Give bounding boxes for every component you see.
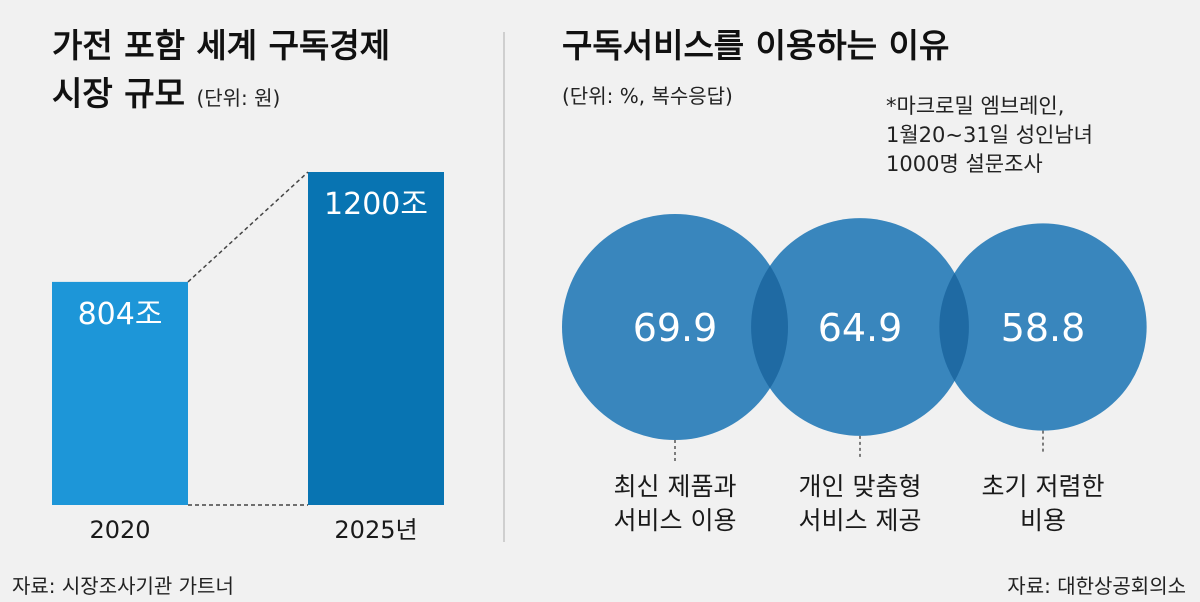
bubble-label-1: 최신 제품과 서비스 이용 bbox=[560, 470, 790, 538]
bar-chart-title-line1: 가전 포함 세계 구독경제 bbox=[52, 26, 391, 65]
bubble-chart-source: 자료: 대한상공회의소 bbox=[1007, 574, 1186, 598]
bar-value-label: 804조 bbox=[78, 297, 163, 332]
bubble-label-3: 초기 저렴한 비용 bbox=[928, 470, 1158, 538]
bubble-value-label: 64.9 bbox=[818, 306, 903, 350]
bubble-chart: 69.9 64.9 58.8 bbox=[562, 214, 1147, 464]
bar-chart: 804조 2020 1200조 2025년 bbox=[52, 171, 444, 544]
bubble-label-3-line2: 비용 bbox=[1019, 506, 1066, 535]
bubble-label-2: 개인 맞춤형 서비스 제공 bbox=[745, 470, 975, 538]
bubble-value-label: 69.9 bbox=[633, 306, 718, 350]
bar-2025년 bbox=[308, 172, 444, 505]
bubble-label-2-line2: 서비스 제공 bbox=[798, 506, 922, 535]
connector-top-line bbox=[187, 171, 309, 283]
bar-2020 bbox=[52, 281, 188, 505]
survey-note-line2: 1월20∼31일 성인남녀 bbox=[886, 123, 1093, 147]
bubble-value-label: 58.8 bbox=[1001, 306, 1086, 350]
bubble-1 bbox=[562, 214, 788, 440]
bar-chart-unit: (단위: 원) bbox=[196, 86, 281, 110]
survey-note: *마크로밀 엠브레인, 1월20∼31일 성인남녀 1000명 설문조사 bbox=[886, 92, 1093, 179]
x-tick-label: 2025년 bbox=[334, 516, 417, 544]
survey-note-line1: *마크로밀 엠브레인, bbox=[886, 94, 1065, 118]
bubble-label-2-line1: 개인 맞춤형 bbox=[798, 472, 922, 501]
bar-chart-source: 자료: 시장조사기관 가트너 bbox=[12, 574, 234, 598]
bubble-label-1-line2: 서비스 이용 bbox=[613, 506, 737, 535]
bar-value-label: 1200조 bbox=[324, 187, 428, 222]
bubble-chart-title: 구독서비스를 이용하는 이유 bbox=[562, 26, 950, 65]
bar-chart-title-text: 시장 규모 bbox=[52, 74, 185, 113]
panel-divider bbox=[503, 32, 505, 542]
bubble-2 bbox=[751, 218, 969, 436]
bubble-label-3-line1: 초기 저렴한 bbox=[981, 472, 1105, 501]
bubble-chart-unit: (단위: %, 복수응답) bbox=[562, 84, 733, 108]
x-tick-label: 2020 bbox=[89, 516, 150, 544]
survey-note-line3: 1000명 설문조사 bbox=[886, 152, 1043, 176]
bubble-label-1-line1: 최신 제품과 bbox=[613, 472, 737, 501]
bubble-3 bbox=[939, 223, 1147, 431]
bar-chart-title-line2: 시장 규모 (단위: 원) bbox=[52, 72, 280, 120]
